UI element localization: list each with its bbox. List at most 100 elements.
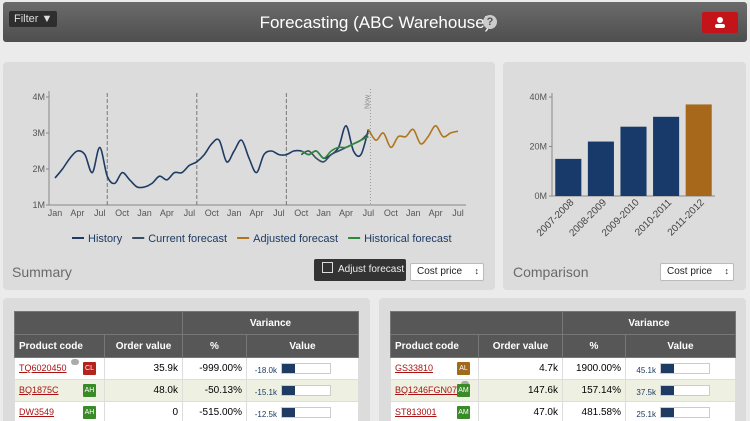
order-value: 0 [104, 401, 183, 421]
product-link[interactable]: BQ1875C [19, 385, 59, 395]
x-tick-label: Oct [294, 208, 309, 218]
badge: CL [83, 362, 96, 375]
filter-button[interactable]: Filter ▼ [9, 11, 58, 27]
comment-icon [71, 359, 79, 365]
value-bar [281, 406, 331, 418]
column-header: % [182, 334, 247, 358]
order-value: 35.9k [104, 357, 183, 380]
product-link[interactable]: BQ1246FGN07 [395, 385, 458, 395]
table-holder: Variance Product code Order value% Value TQ6… [14, 311, 359, 421]
y-tick-label: 2M [32, 164, 45, 174]
value-text: -15.1k [254, 387, 277, 397]
x-tick-label: Apr [249, 208, 263, 218]
value-cell: 37.5k [625, 379, 736, 402]
product-link[interactable]: ST813001 [395, 407, 437, 417]
bar [653, 116, 680, 196]
value-cell: 45.1k [625, 357, 736, 380]
value-bar [281, 362, 331, 374]
user-button[interactable] [702, 12, 738, 33]
percent: 481.58% [562, 401, 626, 421]
column-header: Order value [478, 334, 563, 358]
x-tick-label: Apr [339, 208, 353, 218]
value-bar [660, 362, 710, 374]
table-row: ST813001 AM 47.0k 481.58% 25.1k [390, 401, 736, 421]
order-value: 147.6k [478, 379, 563, 402]
value-cell: 25.1k [625, 401, 736, 421]
header-row: Product code Order value% Value [14, 334, 359, 358]
button-label: Adjust forecast [338, 264, 405, 275]
value-cell: -15.1k [246, 379, 359, 402]
x-tick-label: Jan [406, 208, 421, 218]
value-text: 37.5k [636, 387, 656, 397]
adjust-forecast-button[interactable]: Adjust forecast [314, 259, 406, 281]
order-value: 48.0k [104, 379, 183, 402]
value-cell: -12.5k [246, 401, 359, 421]
x-tick-label: Jul [184, 208, 196, 218]
table-row: GS33810 AL 4.7k 1900.00% 45.1k [390, 357, 736, 380]
x-tick-label: Oct [384, 208, 399, 218]
data-table: Variance Product code Order value% Value GS3… [390, 311, 736, 421]
header-row: Variance [14, 311, 359, 335]
table-holder: Variance Product code Order value% Value GS3… [390, 311, 736, 421]
series-line [367, 124, 459, 149]
panel-label: Summary [12, 264, 72, 280]
data-table: Variance Product code Order value% Value TQ6… [14, 311, 359, 421]
header-cell [14, 311, 183, 335]
x-tick-label: Jan [316, 208, 331, 218]
page-title: Forecasting (ABC Warehouse) [259, 13, 491, 32]
price-select[interactable]: Cost price [660, 263, 734, 281]
y-tick-label: 20M [529, 142, 547, 152]
value-bar-fill [282, 385, 295, 395]
y-tick-label: 0M [534, 191, 547, 201]
x-tick-label: Apr [429, 208, 443, 218]
x-tick-label: Jul [363, 208, 375, 218]
percent: -50.13% [182, 379, 247, 402]
badge: AH [83, 384, 96, 397]
header-bar: Filter ▼ Forecasting (ABC Warehouse) ? [3, 2, 747, 42]
bar [587, 141, 614, 196]
series-line [300, 132, 370, 163]
value-text: 25.1k [636, 409, 656, 419]
column-header: Value [625, 334, 736, 358]
user-icon [715, 17, 725, 28]
product-link[interactable]: GS33810 [395, 363, 434, 373]
value-bar [660, 406, 710, 418]
value-bar-fill [282, 363, 295, 373]
percent: 157.14% [562, 379, 626, 402]
legend-label: History [88, 233, 123, 245]
code-cell: BQ1246FGN07 AM [390, 379, 479, 402]
x-tick-label: Jul [452, 208, 464, 218]
product-link[interactable]: TQ6020450 [19, 363, 67, 373]
column-header: % [562, 334, 626, 358]
x-tick-label: Apr [160, 208, 174, 218]
legend-label: Current forecast [148, 233, 227, 245]
now-label: Now [364, 94, 371, 109]
x-tick-label: Jan [48, 208, 63, 218]
x-tick-label: Apr [70, 208, 84, 218]
legend-label: Adjusted forecast [253, 233, 338, 245]
percent: -515.00% [182, 401, 247, 421]
bar [620, 126, 647, 196]
badge: AH [83, 406, 96, 419]
value-bar-fill [661, 407, 674, 417]
help-icon[interactable]: ? [483, 15, 497, 29]
x-tick-label: Jan [137, 208, 152, 218]
value-bar [281, 384, 331, 396]
order-value: 4.7k [478, 357, 563, 380]
product-link[interactable]: DW3549 [19, 407, 55, 417]
percent: -999.00% [182, 357, 247, 380]
value-text: -18.0k [254, 365, 277, 375]
value-bar-fill [282, 407, 295, 417]
table-row: BQ1246FGN07 AM 147.6k 157.14% 37.5k [390, 379, 736, 402]
price-select[interactable]: Cost price [410, 263, 484, 281]
code-cell: DW3549 AH [14, 401, 105, 421]
badge: AL [457, 362, 470, 375]
y-tick-label: 1M [32, 200, 45, 210]
x-tick-label: Jan [227, 208, 242, 218]
x-tick-label: Jul [273, 208, 285, 218]
bar [555, 158, 582, 196]
table-row: DW3549 AH 0 -515.00% -12.5k [14, 401, 359, 421]
panel-label: Comparison [513, 264, 589, 280]
y-tick-label: 40M [529, 92, 547, 102]
